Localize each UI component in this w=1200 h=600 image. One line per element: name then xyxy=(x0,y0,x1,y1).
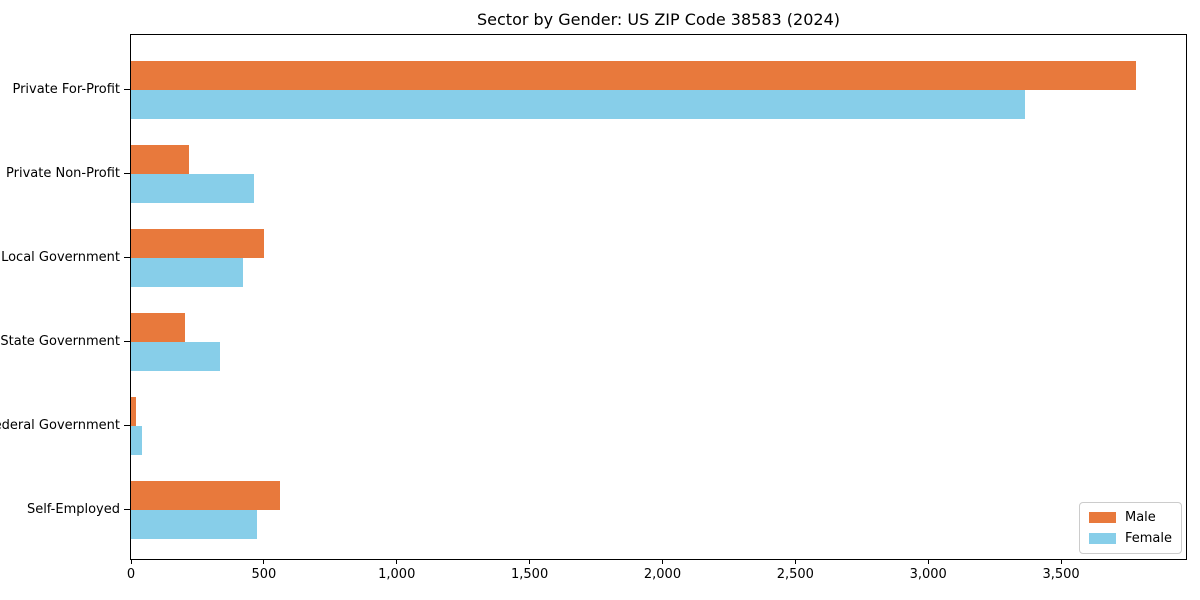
plot-area: Private For-Profit Private Non-Profit Loca… xyxy=(0,34,1187,582)
x-tick xyxy=(794,559,796,564)
x-tick-label: 0 xyxy=(126,567,136,582)
bar-male-0 xyxy=(131,60,1136,90)
bar-female-0 xyxy=(131,89,1026,119)
legend-swatch-female xyxy=(1088,533,1116,544)
bar-female-5 xyxy=(131,509,257,539)
legend-item-female: Female xyxy=(1088,531,1172,546)
bar-male-1 xyxy=(131,144,189,174)
y-tick-label: State Government xyxy=(0,333,120,349)
x-tick-label: 3,000 xyxy=(909,567,947,582)
x-tick xyxy=(396,559,398,564)
bar-female-4 xyxy=(131,425,142,455)
y-tick xyxy=(124,425,130,426)
y-tick xyxy=(124,341,130,342)
bar-male-4 xyxy=(131,396,137,426)
x-tick-label: 2,500 xyxy=(776,567,814,582)
legend-label: Male xyxy=(1124,510,1156,525)
x-tick xyxy=(263,559,265,564)
x-tick xyxy=(661,559,663,564)
x-tick-label: 3,500 xyxy=(1042,567,1080,582)
x-tick-label: 1,500 xyxy=(511,567,549,582)
y-tick xyxy=(124,257,130,258)
bar-female-2 xyxy=(131,257,243,287)
bar-male-3 xyxy=(131,312,186,342)
y-tick-label: Self-Employed xyxy=(26,501,120,517)
y-tick-label: Federal Government xyxy=(0,417,120,433)
x-tick xyxy=(927,559,929,564)
legend-item-male: Male xyxy=(1088,510,1172,525)
chart-title: Sector by Gender: US ZIP Code 38583 (202… xyxy=(477,10,840,29)
bar-female-3 xyxy=(131,341,221,371)
x-tick xyxy=(529,559,531,564)
x-tick-label: 2,000 xyxy=(643,567,682,582)
bar-male-2 xyxy=(131,228,265,258)
legend-label: Female xyxy=(1124,531,1172,546)
y-tick xyxy=(124,173,130,174)
bar-male-5 xyxy=(131,480,280,510)
x-tick xyxy=(1060,559,1062,564)
x-tick xyxy=(130,559,132,564)
bar-female-1 xyxy=(131,173,254,203)
y-tick xyxy=(124,509,130,510)
y-tick-label: Private Non-Profit xyxy=(6,165,120,181)
y-tick-label: Local Government xyxy=(1,249,120,265)
x-tick-label: 500 xyxy=(251,567,277,582)
y-tick xyxy=(124,89,130,90)
x-tick-label: 1,000 xyxy=(378,567,416,582)
legend: Male Female xyxy=(1078,502,1182,554)
y-tick-label: Private For-Profit xyxy=(12,81,120,97)
legend-swatch-male xyxy=(1088,512,1116,523)
